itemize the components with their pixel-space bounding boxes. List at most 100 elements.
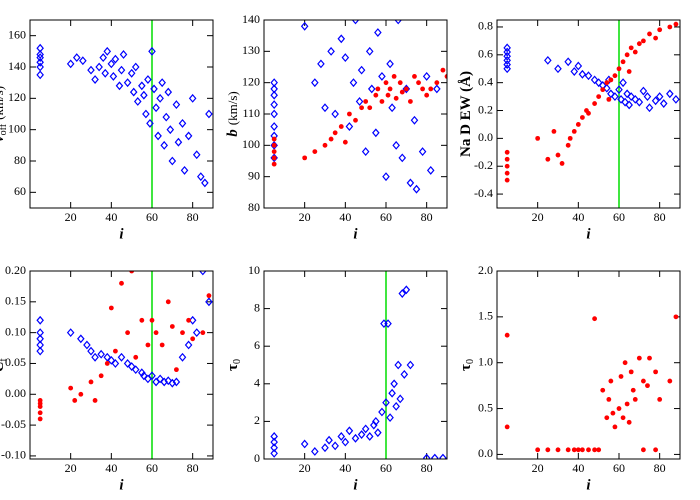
diamond-point	[351, 20, 360, 25]
diamond-point	[331, 441, 339, 451]
y-tick-label: 80	[248, 200, 260, 214]
diamond-point	[643, 92, 652, 102]
diamond-point	[351, 433, 360, 443]
circle-point	[565, 142, 571, 148]
y-tick-label: 4	[254, 376, 260, 390]
circle-point	[555, 447, 561, 453]
diamond-point	[270, 122, 278, 131]
diamond-point	[142, 109, 150, 119]
diamond-point	[390, 379, 398, 389]
diamond-point	[382, 172, 390, 182]
diamond-point	[133, 97, 142, 106]
diamond-point	[396, 394, 405, 404]
y-label-main: Na D EW (Å)	[458, 71, 474, 157]
diamond-point	[325, 435, 333, 445]
points	[504, 314, 679, 453]
diamond-point	[205, 297, 213, 307]
points	[270, 20, 447, 194]
panel: -0.4 -0.2 0.0 0.2 0.4 0.6 0.8 20 40 60 80 i Na D EW …	[458, 19, 681, 242]
y-tick-label: 130	[242, 43, 260, 57]
circle-point	[555, 152, 561, 158]
x-axis-label: i	[119, 226, 124, 242]
circle-point	[653, 35, 658, 41]
circle-point	[545, 447, 551, 453]
circle-point	[328, 136, 334, 142]
circle-point	[367, 105, 373, 111]
y-tick-label: 0	[254, 451, 260, 465]
circle-point	[636, 41, 642, 47]
diamond-point	[574, 61, 583, 71]
diamond-point	[503, 51, 511, 61]
diamond-point	[431, 453, 439, 459]
circle-point	[391, 74, 397, 79]
x-tick-label: 20	[299, 461, 311, 475]
circle-point	[592, 101, 597, 106]
circle-point	[180, 330, 185, 336]
diamond-point	[627, 92, 635, 102]
diamond-point	[127, 68, 136, 78]
circle-point	[504, 177, 510, 183]
diamond-point	[36, 57, 44, 67]
circle-point	[444, 74, 447, 79]
y-tick-label: 0.4	[478, 74, 493, 88]
circle-point	[624, 401, 630, 407]
circle-point	[159, 342, 165, 348]
diamond-point	[111, 54, 120, 64]
y-tick-label: -0.4	[474, 186, 493, 200]
diamond-point	[36, 43, 44, 53]
x-tick-label: 40	[572, 210, 584, 224]
circle-point	[206, 293, 212, 299]
diamond-point	[123, 359, 132, 368]
x-axis-label: i	[586, 477, 591, 493]
circle-point	[673, 21, 679, 27]
circle-point	[387, 86, 393, 92]
diamond-point	[378, 407, 386, 417]
y-tick-label: -0.2	[474, 158, 493, 172]
circle-point	[580, 447, 585, 453]
diamond-point	[617, 94, 625, 104]
plot-frame	[496, 270, 681, 460]
y-tick-label: 0.00	[5, 386, 26, 400]
diamond-point	[270, 84, 278, 94]
x-axis-label: i	[586, 226, 591, 242]
diamond-point	[426, 165, 435, 175]
y-axis-label: τ0	[225, 359, 243, 371]
diamond-point	[131, 62, 140, 72]
y-tick-label: 90	[248, 168, 260, 182]
x-tick-label: 20	[532, 210, 544, 224]
diamond-point	[611, 92, 619, 102]
diamond-point	[378, 71, 386, 81]
circle-point	[165, 299, 171, 305]
diamond-point	[503, 60, 511, 69]
diamond-point	[317, 59, 325, 69]
circle-point	[559, 161, 565, 166]
diamond-point	[160, 140, 168, 150]
circle-point	[667, 24, 673, 30]
x-tick-label: 20	[532, 461, 544, 475]
y-label-unit: (km/s)	[225, 91, 240, 125]
diamond-point	[578, 69, 587, 79]
circle-point	[200, 330, 206, 336]
diamond-point	[164, 87, 173, 97]
x-tick-label: 20	[65, 461, 77, 475]
diamond-point	[148, 371, 156, 381]
y-label-main: τ	[458, 364, 474, 371]
panel: 60 80 100 120 140 160 20 40 60 80 i voff (km/s)	[0, 19, 214, 242]
diamond-point	[327, 46, 335, 56]
circle-point	[342, 139, 348, 145]
diamond-point	[168, 156, 177, 166]
circle-point	[347, 111, 352, 117]
diamond-point	[91, 75, 99, 84]
diamond-point	[355, 97, 364, 106]
diamond-point	[635, 97, 644, 107]
x-tick-label: 80	[187, 461, 199, 475]
diamond-point	[394, 20, 402, 25]
diamond-point	[398, 153, 407, 163]
circle-point	[606, 96, 612, 102]
y-tick-label: -0.05	[1, 417, 26, 431]
circle-point	[104, 361, 110, 366]
diamond-point	[659, 99, 668, 108]
diamond-point	[123, 78, 132, 88]
